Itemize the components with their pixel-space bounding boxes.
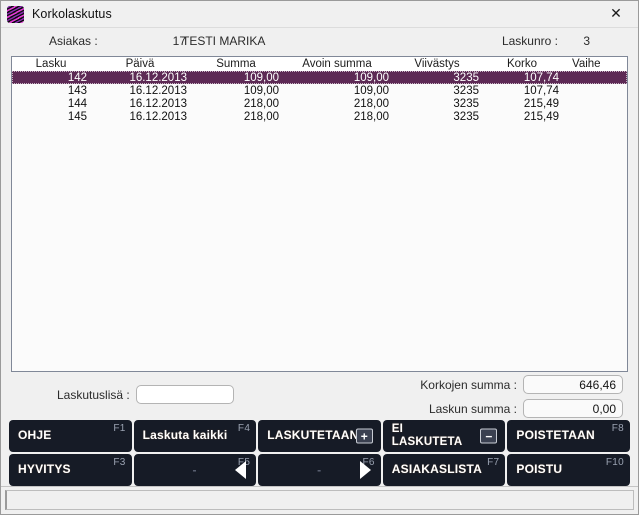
cell-lasku: 144 [67, 97, 87, 110]
minus-icon: − [480, 428, 498, 444]
button-fkey-label: F10 [605, 457, 624, 468]
column-header-korko: Korko [506, 58, 538, 70]
button-fkey-label: F1 [113, 423, 126, 434]
cell-summa: 109,00 [243, 71, 279, 84]
button-ei-laskuteta[interactable]: EI LASKUTETA − [382, 420, 506, 452]
customer-label: Asiakas : [49, 34, 98, 48]
korkojen-summa-value: 646,46 [523, 375, 623, 394]
button-fkey-label: F8 [611, 423, 624, 434]
laskutuslisa-input[interactable] [135, 385, 234, 404]
cell-paiva: 16.12.2013 [129, 110, 187, 123]
cell-lasku: 143 [67, 84, 87, 97]
laskun-summa-label: Laskun summa : [428, 401, 517, 416]
close-icon[interactable]: ✕ [610, 6, 622, 22]
button-f6[interactable]: F6- [258, 454, 381, 486]
window-title: Korkolaskutus [32, 7, 112, 21]
table-row[interactable]: 144 16.12.2013 218,00 218,00 3235 215,49 [12, 97, 627, 110]
button-label: Laskuta kaikki [142, 428, 228, 443]
table-row[interactable]: 145 16.12.2013 218,00 218,00 3235 215,49 [12, 110, 627, 123]
app-icon [7, 5, 24, 23]
customer-info-row: Asiakas : 17 TESTI MARIKA Laskunro : 3 [1, 28, 638, 54]
dash-placeholder: - [192, 463, 197, 477]
button-hyvitys[interactable]: HYVITYS F3 [9, 454, 132, 486]
cell-korko: 215,49 [523, 110, 559, 123]
cell-viivastys: 3235 [453, 84, 479, 97]
cell-paiva: 16.12.2013 [129, 71, 187, 84]
button-label: OHJE [18, 428, 52, 443]
column-header-avoin-summa: Avoin summa [302, 58, 372, 70]
table-row[interactable]: 142 16.12.2013 109,00 109,00 3235 107,74 [12, 71, 627, 84]
button-ohje[interactable]: OHJE F1 [9, 420, 132, 452]
column-header-viivastys: Viivästys [414, 58, 460, 70]
dash-placeholder: - [317, 463, 322, 477]
invoice-number: 3 [583, 34, 590, 48]
table-header-row: Lasku Päivä Summa Avoin summa Viivästys … [12, 57, 627, 71]
laskutuslisa-label: Laskutuslisä : [57, 387, 130, 402]
laskun-summa-field-group: Laskun summa : 0,00 [429, 399, 623, 418]
customer-number: 17 [172, 34, 186, 48]
korkojen-summa-field-group: Korkojen summa : 646,46 [420, 375, 623, 394]
button-laskuta-kaikki[interactable]: Laskuta kaikki F4 [133, 420, 257, 452]
button-label: EI LASKUTETA [391, 423, 463, 448]
cell-viivastys: 3235 [453, 71, 479, 84]
cell-summa: 109,00 [243, 84, 279, 97]
laskun-summa-value: 0,00 [523, 399, 623, 418]
cell-paiva: 16.12.2013 [129, 97, 187, 110]
status-bar [1, 486, 638, 514]
cell-viivastys: 3235 [453, 110, 479, 123]
cell-avoin: 109,00 [353, 71, 389, 84]
invoice-label: Laskunro : [501, 34, 558, 48]
button-fkey-label: F7 [487, 457, 500, 468]
table-row[interactable]: 143 16.12.2013 109,00 109,00 3235 107,74 [12, 84, 627, 97]
cell-paiva: 16.12.2013 [129, 84, 187, 97]
column-header-lasku: Lasku [35, 58, 67, 70]
button-poistetaan[interactable]: POISTETAAN F8 [507, 420, 630, 452]
cell-summa: 218,00 [243, 97, 279, 110]
title-bar: Korkolaskutus ✕ [1, 1, 638, 28]
laskutuslisa-field-group: Laskutuslisä : [57, 385, 234, 404]
cell-lasku: 145 [67, 110, 87, 123]
cell-korko: 107,74 [523, 84, 559, 97]
button-poistu[interactable]: POISTU F10 [507, 454, 630, 486]
invoice-table: Lasku Päivä Summa Avoin summa Viivästys … [11, 56, 628, 372]
button-label: ASIAKASLISTA [391, 462, 482, 477]
cell-lasku: 142 [67, 71, 87, 84]
plus-icon: + [355, 428, 373, 444]
cell-avoin: 109,00 [353, 84, 389, 97]
button-label: POISTETAAN [516, 428, 595, 443]
cell-korko: 215,49 [523, 97, 559, 110]
function-button-panel: OHJE F1 Laskuta kaikki F4 LASKUTETAAN + EI LAS… [9, 420, 630, 486]
cell-korko: 107,74 [523, 71, 559, 84]
column-header-summa: Summa [216, 58, 256, 70]
korkojen-summa-label: Korkojen summa : [420, 377, 517, 392]
cell-viivastys: 3235 [453, 97, 479, 110]
status-message[interactable] [5, 490, 634, 510]
table-body[interactable]: 142 16.12.2013 109,00 109,00 3235 107,74 143 16… [12, 71, 627, 371]
summary-fields: Laskutuslisä : Korkojen summa : 646,46 L… [1, 372, 638, 420]
cell-summa: 218,00 [243, 110, 279, 123]
button-label: HYVITYS [18, 462, 71, 477]
arrow-right-icon [359, 461, 371, 479]
customer-name: TESTI MARIKA [182, 34, 266, 48]
button-laskutetaan[interactable]: LASKUTETAAN + [258, 420, 381, 452]
column-header-paiva: Päivä [125, 58, 155, 70]
button-fkey-label: F4 [237, 423, 251, 434]
column-header-vaihe: Vaihe [572, 58, 601, 70]
button-asiakaslista[interactable]: ASIAKASLISTA F7 [382, 454, 506, 486]
button-fkey-label: F3 [113, 457, 126, 468]
arrow-left-icon [235, 461, 247, 479]
button-label: POISTU [516, 462, 563, 477]
button-label: LASKUTETAAN [267, 428, 359, 443]
button-f5[interactable]: F5- [133, 454, 257, 486]
cell-avoin: 218,00 [353, 110, 389, 123]
cell-avoin: 218,00 [353, 97, 389, 110]
